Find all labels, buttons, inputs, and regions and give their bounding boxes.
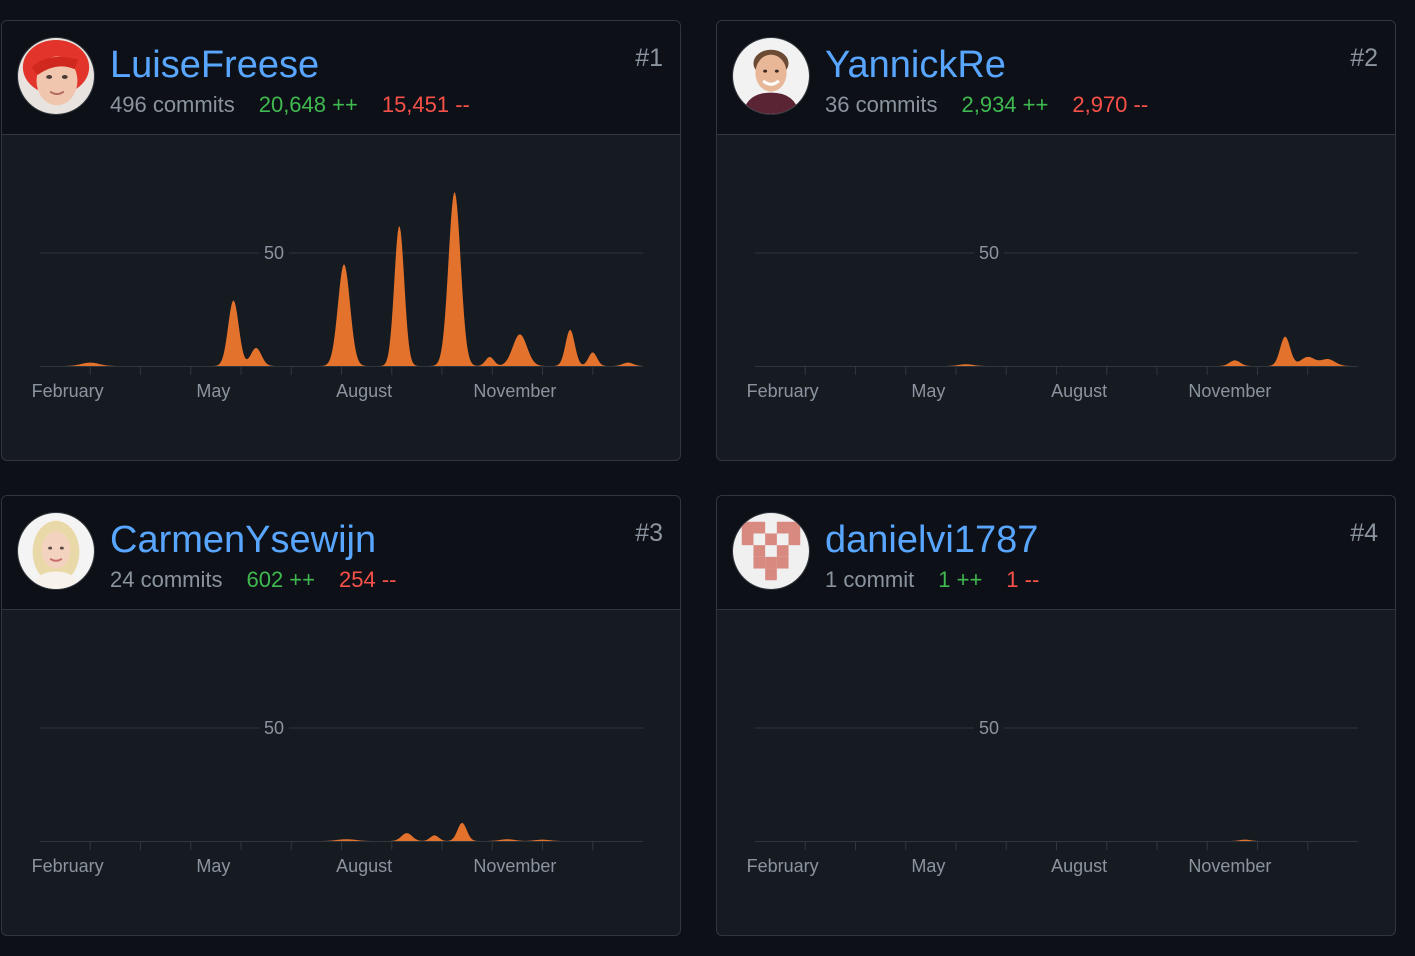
contributor-rank: #3 xyxy=(635,519,663,547)
y-tick-label: 50 xyxy=(979,243,999,263)
contributor-rank: #1 xyxy=(635,44,663,72)
deletions-count: 1 -- xyxy=(1006,567,1040,592)
commit-activity-chart: 50 February May August November xyxy=(717,610,1395,935)
x-tick-label: May xyxy=(196,381,230,401)
commit-count[interactable]: 1 commit xyxy=(825,567,915,592)
x-tick-label: May xyxy=(911,856,945,876)
chart-svg: 50 February May August November xyxy=(747,718,1358,876)
contributor-username[interactable]: YannickRe xyxy=(825,44,1006,86)
avatar[interactable] xyxy=(732,37,810,115)
avatar[interactable] xyxy=(17,512,95,590)
x-tick-label: November xyxy=(473,381,556,401)
x-tick-label: November xyxy=(1188,856,1271,876)
contributor-header: LuiseFreese 496 commits 20,648 ++ 15,451 -… xyxy=(2,21,680,135)
commit-count[interactable]: 36 commits xyxy=(825,92,938,117)
x-tick-label: February xyxy=(32,856,104,876)
y-tick-label-bg xyxy=(259,718,289,738)
contributor-rank: #2 xyxy=(1350,44,1378,72)
contributor-card: YannickRe 36 commits 2,934 ++ 2,970 -- #2 … xyxy=(716,20,1396,461)
contributor-stats: 24 commits 602 ++ 254 -- xyxy=(110,566,420,594)
contributor-username[interactable]: CarmenYsewijn xyxy=(110,519,377,561)
commit-area[interactable] xyxy=(755,839,1358,841)
y-tick-label-bg xyxy=(974,243,1004,263)
additions-count: 20,648 ++ xyxy=(258,92,358,117)
contributor-card: LuiseFreese 496 commits 20,648 ++ 15,451 -… xyxy=(1,20,681,461)
y-tick-label: 50 xyxy=(264,243,284,263)
y-tick-label: 50 xyxy=(264,718,284,738)
x-tick-label: May xyxy=(911,381,945,401)
avatar[interactable] xyxy=(732,512,810,590)
contributor-stats: 36 commits 2,934 ++ 2,970 -- xyxy=(825,91,1172,119)
commit-activity-chart: 50 February May August November xyxy=(2,610,680,935)
contributor-card: danielvi1787 1 commit 1 ++ 1 -- #4 50 Febru… xyxy=(716,495,1396,936)
commit-area[interactable] xyxy=(40,192,643,366)
chart-svg: 50 February May August November xyxy=(747,243,1358,401)
contributor-username[interactable]: LuiseFreese xyxy=(110,44,320,86)
contributor-header: CarmenYsewijn 24 commits 602 ++ 254 -- #3 xyxy=(2,496,680,610)
commit-count[interactable]: 496 commits xyxy=(110,92,235,117)
x-tick-label: February xyxy=(32,381,104,401)
commit-activity-chart: 50 February May August November xyxy=(2,135,680,460)
y-tick-label: 50 xyxy=(979,718,999,738)
avatar-smiling-man-photo-icon xyxy=(733,38,809,114)
deletions-count: 15,451 -- xyxy=(381,92,470,117)
x-tick-label: November xyxy=(473,856,556,876)
contributor-stats: 496 commits 20,648 ++ 15,451 -- xyxy=(110,91,494,119)
y-tick-label-bg xyxy=(974,718,1004,738)
additions-count: 1 ++ xyxy=(938,567,983,592)
avatar-red-hair-photo-icon xyxy=(18,38,94,114)
identicon-pink-pattern-icon xyxy=(733,513,809,589)
chart-svg: 50 February May August November xyxy=(32,192,643,401)
x-tick-label: February xyxy=(747,856,819,876)
deletions-count: 2,970 -- xyxy=(1072,92,1149,117)
additions-count: 602 ++ xyxy=(246,567,315,592)
x-tick-label: August xyxy=(1051,856,1107,876)
x-tick-label: February xyxy=(747,381,819,401)
x-tick-label: November xyxy=(1188,381,1271,401)
avatar[interactable] xyxy=(17,37,95,115)
commit-count[interactable]: 24 commits xyxy=(110,567,223,592)
commit-area[interactable] xyxy=(40,822,643,841)
x-tick-label: August xyxy=(336,381,392,401)
contributor-header: YannickRe 36 commits 2,934 ++ 2,970 -- #2 xyxy=(717,21,1395,135)
contributor-header: danielvi1787 1 commit 1 ++ 1 -- #4 xyxy=(717,496,1395,610)
contributor-stats: 1 commit 1 ++ 1 -- xyxy=(825,566,1063,594)
contributor-username[interactable]: danielvi1787 xyxy=(825,519,1039,561)
contributor-card: CarmenYsewijn 24 commits 602 ++ 254 -- #3 … xyxy=(1,495,681,936)
chart-svg: 50 February May August November xyxy=(32,718,643,876)
y-tick-label-bg xyxy=(259,243,289,263)
avatar-blonde-woman-photo-icon xyxy=(18,513,94,589)
contributor-rank: #4 xyxy=(1350,519,1378,547)
x-tick-label: August xyxy=(1051,381,1107,401)
deletions-count: 254 -- xyxy=(339,567,397,592)
additions-count: 2,934 ++ xyxy=(961,92,1049,117)
commit-area[interactable] xyxy=(755,336,1358,366)
x-tick-label: August xyxy=(336,856,392,876)
x-tick-label: May xyxy=(196,856,230,876)
commit-activity-chart: 50 February May August November xyxy=(717,135,1395,460)
